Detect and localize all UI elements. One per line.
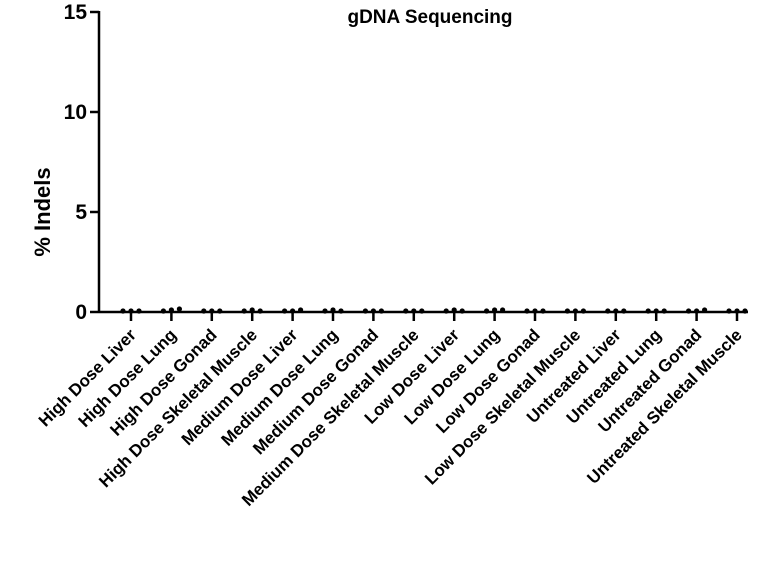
y-tick-label: 10 bbox=[64, 101, 87, 124]
y-tick-label: 15 bbox=[64, 1, 88, 24]
y-axis-label: % Indels bbox=[30, 167, 55, 256]
chart-title: gDNA Sequencing bbox=[347, 7, 512, 28]
y-axis-ticks: 0 5 10 15 bbox=[64, 1, 99, 324]
y-tick-label: 0 bbox=[75, 301, 87, 324]
data-point bbox=[176, 306, 182, 312]
y-tick-label: 5 bbox=[75, 201, 87, 224]
